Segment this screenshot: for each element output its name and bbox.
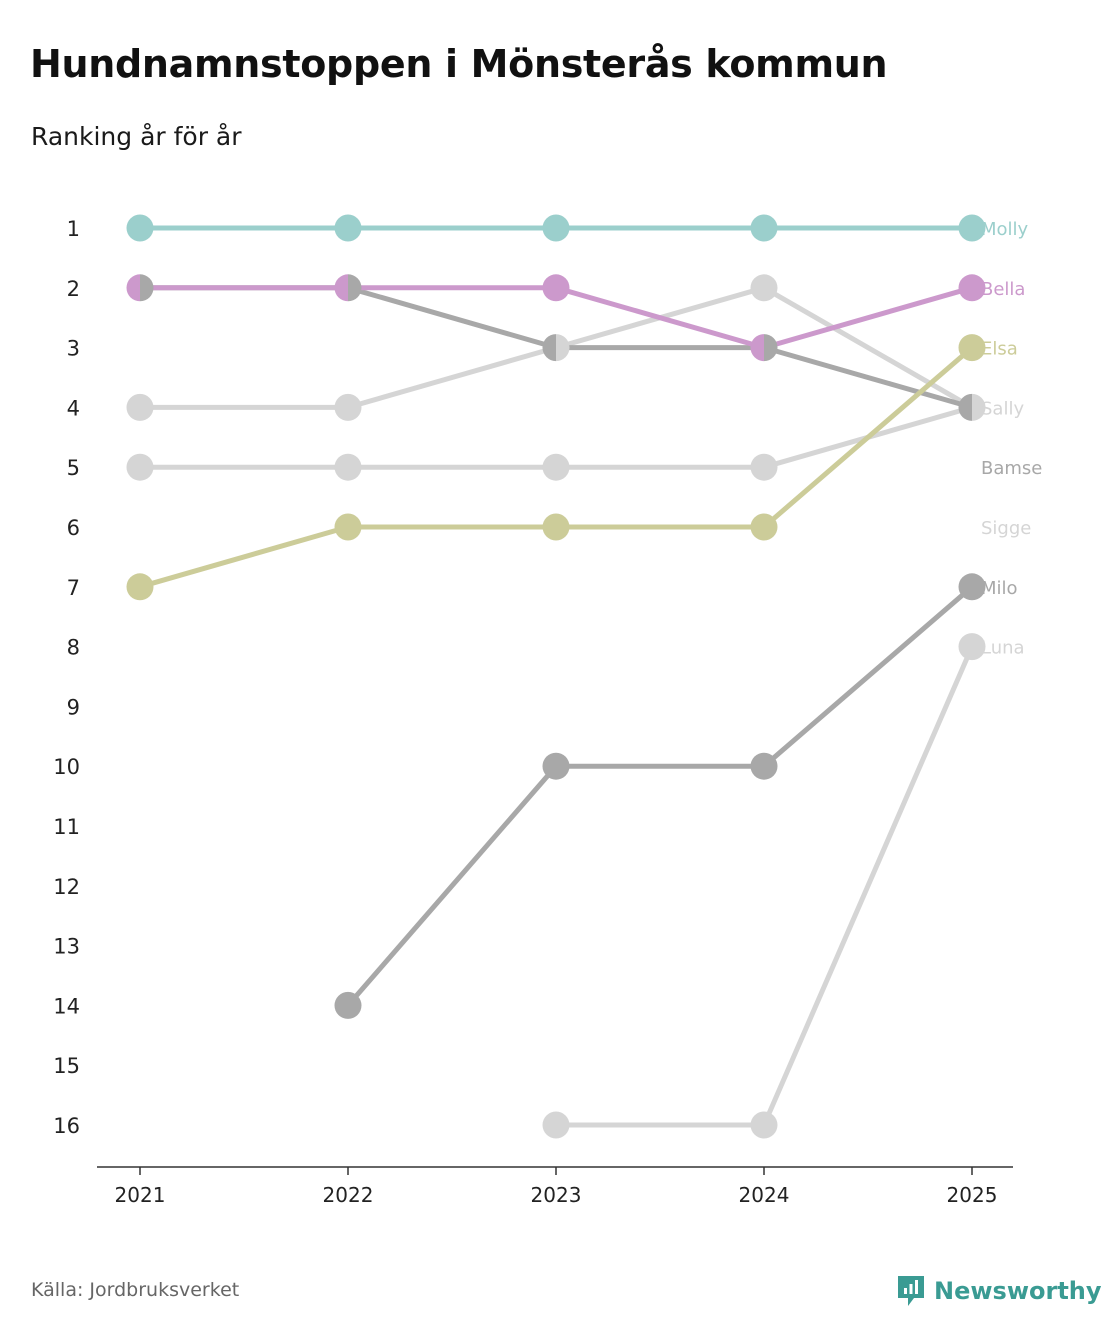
- point-bella-2024: [750, 334, 764, 362]
- y-tick-label-14: 14: [53, 994, 80, 1018]
- end-label-sally: Sally: [981, 398, 1024, 419]
- end-label-bamse: Bamse: [981, 458, 1042, 479]
- brand-logo: Newsworthy: [896, 1274, 1102, 1308]
- x-axis: 2021 2022 2023 2024 2025: [97, 1166, 1013, 1207]
- x-tick-label-2024: 2024: [739, 1183, 790, 1207]
- point-elsa-2022: [334, 513, 362, 541]
- point-milo-2024: [750, 752, 778, 780]
- end-label-sigge: Sigge: [981, 518, 1031, 539]
- x-tick-label-2022: 2022: [323, 1183, 374, 1207]
- newsworthy-logo-icon: [898, 1276, 924, 1306]
- point-elsa-2025: [958, 334, 986, 362]
- point-bamse-2023: [542, 334, 556, 362]
- point-bamse-2022: [348, 274, 362, 302]
- point-luna-2023: [542, 1111, 570, 1139]
- chart-subtitle: Ranking år för år: [31, 122, 242, 151]
- y-tick-label-13: 13: [53, 935, 80, 959]
- y-tick-label-4: 4: [67, 396, 80, 420]
- point-luna-2025: [958, 633, 986, 661]
- y-tick-label-11: 11: [53, 815, 80, 839]
- point-molly-2025: [958, 214, 986, 242]
- point-luna-2024: [750, 1111, 778, 1139]
- point-molly-2021: [126, 214, 154, 242]
- end-label-bella: Bella: [981, 279, 1025, 300]
- point-sally-2024: [750, 274, 778, 302]
- series-points: [126, 214, 986, 1139]
- point-bamse-2021: [140, 274, 154, 302]
- point-sigge-2023: [542, 453, 570, 481]
- source-note: Källa: Jordbruksverket: [31, 1279, 240, 1301]
- point-milo-2023: [542, 752, 570, 780]
- point-sally-2021: [126, 393, 154, 421]
- point-elsa-2023: [542, 513, 570, 541]
- point-milo-2025: [958, 573, 986, 601]
- x-tick-label-2025: 2025: [947, 1183, 998, 1207]
- point-sigge-2021: [126, 453, 154, 481]
- point-bamse-2024: [764, 334, 778, 362]
- y-tick-label-8: 8: [67, 636, 80, 660]
- end-label-luna: Luna: [981, 638, 1025, 659]
- series-line-milo: [346, 584, 974, 1008]
- y-tick-label-3: 3: [67, 337, 80, 361]
- point-bamse-2025: [958, 393, 972, 421]
- y-tick-label-6: 6: [67, 516, 80, 540]
- y-tick-label-1: 1: [67, 217, 80, 241]
- point-sigge-2025: [972, 393, 986, 421]
- series-lines: [139, 225, 975, 1128]
- y-tick-label-5: 5: [67, 456, 80, 480]
- y-tick-label-12: 12: [53, 875, 80, 899]
- series-line-luna: [556, 645, 975, 1128]
- x-tick-label-2023: 2023: [531, 1183, 582, 1207]
- y-tick-label-2: 2: [67, 277, 80, 301]
- point-molly-2023: [542, 214, 570, 242]
- point-bella-2025: [958, 274, 986, 302]
- point-molly-2024: [750, 214, 778, 242]
- y-tick-label-10: 10: [53, 755, 80, 779]
- y-tick-label-16: 16: [53, 1114, 80, 1138]
- series-end-labels: Molly Bella Elsa Sally Bamse Sigge Milo Luna: [981, 219, 1042, 659]
- point-milo-2022: [334, 991, 362, 1019]
- x-tick-label-2021: 2021: [115, 1183, 166, 1207]
- point-elsa-2021: [126, 573, 154, 601]
- point-sigge-2024: [750, 453, 778, 481]
- point-sigge-2022: [334, 453, 362, 481]
- brand-name: Newsworthy: [934, 1277, 1102, 1305]
- point-bella-2022: [334, 274, 348, 302]
- chart-title: Hundnamnstoppen i Mönsterås kommun: [30, 42, 888, 86]
- end-label-elsa: Elsa: [981, 339, 1018, 360]
- point-elsa-2024: [750, 513, 778, 541]
- y-tick-label-15: 15: [53, 1054, 80, 1078]
- end-label-milo: Milo: [981, 578, 1018, 599]
- point-bella-2023: [542, 274, 570, 302]
- point-bella-2021: [126, 274, 140, 302]
- y-tick-label-9: 9: [67, 695, 80, 719]
- y-tick-label-7: 7: [67, 576, 80, 600]
- point-sally-2023: [556, 334, 570, 362]
- point-sally-2022: [334, 393, 362, 421]
- point-molly-2022: [334, 214, 362, 242]
- end-label-molly: Molly: [981, 219, 1029, 240]
